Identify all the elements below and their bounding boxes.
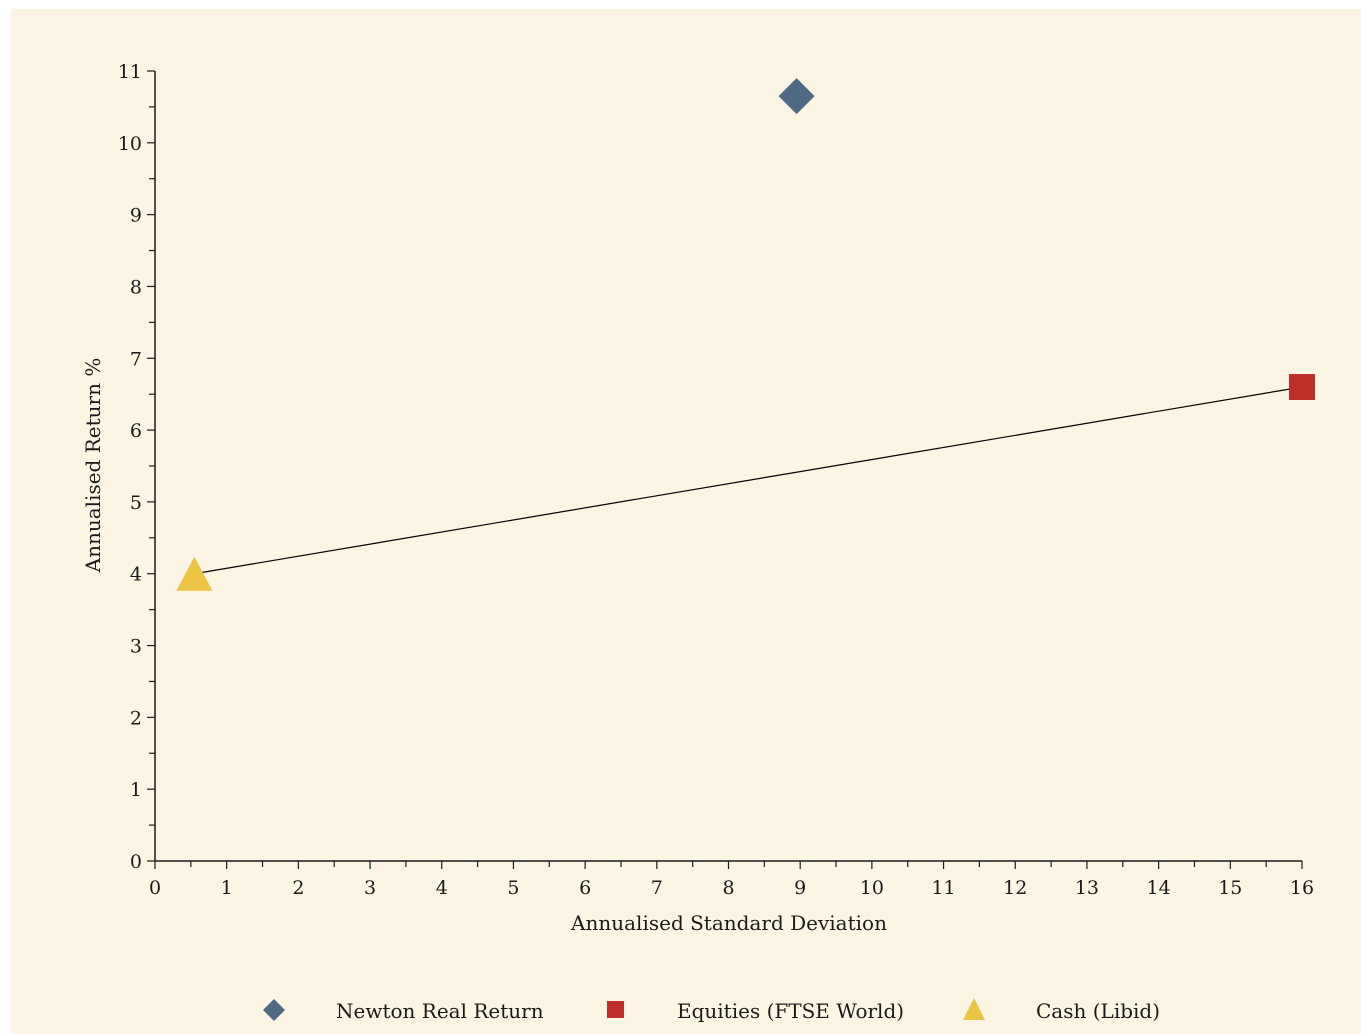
x-axis-ticks: 0 1 2 3 4 5 6 7 8 9 10 11 12 13 14 15 16 [149, 861, 1314, 899]
x-tick-label: 15 [1218, 877, 1242, 899]
cash-equities-line [194, 386, 1303, 575]
legend-item-equities: Equities (FTSE World) [607, 999, 904, 1023]
y-tick-label: 5 [130, 492, 142, 514]
x-tick-label: 3 [364, 877, 376, 899]
trend-line-group [194, 386, 1303, 575]
y-tick-label: 7 [130, 348, 142, 370]
chart-panel [11, 9, 1361, 1034]
y-axis-title: Annualised Return % [81, 358, 105, 574]
axes [154, 71, 1302, 862]
x-tick-label: 11 [931, 877, 955, 899]
legend-label-newton: Newton Real Return [336, 999, 544, 1023]
x-tick-label: 9 [794, 877, 806, 899]
x-tick-label: 13 [1075, 877, 1099, 899]
y-tick-label: 4 [130, 564, 142, 586]
x-tick-label: 8 [722, 877, 734, 899]
x-axis-title: Annualised Standard Deviation [570, 911, 887, 935]
y-tick-label: 3 [130, 636, 142, 658]
x-tick-label: 5 [507, 877, 519, 899]
x-tick-label: 7 [651, 877, 663, 899]
x-tick-label: 1 [221, 877, 233, 899]
legend-label-cash: Cash (Libid) [1036, 999, 1160, 1023]
cash-point [176, 556, 213, 591]
legend: Newton Real Return Equities (FTSE World)… [263, 998, 1160, 1023]
y-tick-label: 6 [130, 420, 142, 442]
x-tick-label: 14 [1147, 877, 1171, 899]
x-tick-label: 0 [149, 877, 161, 899]
y-tick-label: 8 [130, 276, 142, 298]
y-tick-label: 1 [130, 779, 142, 801]
legend-triangle-marker [963, 998, 985, 1020]
x-tick-label: 6 [579, 877, 591, 899]
y-tick-label: 11 [118, 61, 142, 83]
x-tick-label: 16 [1290, 877, 1314, 899]
legend-square-marker [607, 1001, 624, 1018]
y-tick-label: 0 [130, 851, 142, 873]
legend-diamond-marker [263, 999, 285, 1021]
data-points [176, 78, 1315, 591]
legend-item-newton: Newton Real Return [263, 999, 544, 1023]
x-tick-label: 12 [1003, 877, 1027, 899]
legend-label-equities: Equities (FTSE World) [677, 999, 904, 1023]
newton-real-return-point [778, 78, 815, 115]
y-tick-label: 9 [130, 205, 142, 227]
y-tick-label: 2 [130, 707, 142, 729]
y-axis-ticks: 0 1 2 3 4 5 6 7 8 9 10 11 [118, 61, 155, 873]
legend-item-cash: Cash (Libid) [963, 998, 1160, 1023]
x-tick-label: 2 [292, 877, 304, 899]
x-tick-label: 4 [436, 877, 448, 899]
y-tick-label: 10 [118, 133, 142, 155]
x-tick-label: 10 [860, 877, 884, 899]
equities-point [1289, 374, 1315, 400]
